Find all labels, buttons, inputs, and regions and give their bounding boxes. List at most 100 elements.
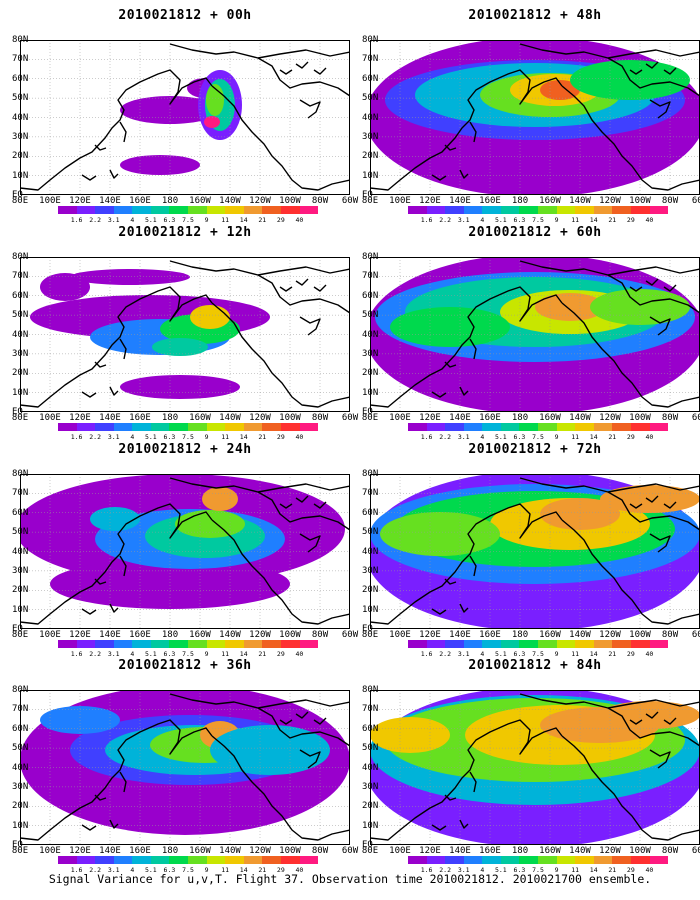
colorbar-swatch [426, 423, 446, 431]
latitude-label: 10N [362, 170, 379, 181]
latitude-label: EQ [362, 190, 373, 200]
latitude-label: 30N [362, 565, 379, 576]
colorbar-swatch [649, 423, 669, 431]
colorbar-swatch [262, 206, 281, 214]
colorbar-label: 6.3 [513, 216, 526, 224]
variance-field [20, 690, 350, 835]
colorbar-swatch [169, 423, 189, 431]
coastlines [20, 693, 350, 841]
colorbar-label: 5.1 [144, 650, 157, 658]
longitude-label: 160E [129, 413, 151, 423]
colorbar-swatch [76, 206, 96, 214]
latitude-label: 10N [362, 820, 379, 831]
longitude-label: 60W [691, 196, 700, 206]
latitude-label: 70N [12, 488, 29, 499]
longitude-labels: 80E 100E 120E 140E 160E 180 160W 140W 120W 100W 80… [8, 630, 359, 640]
colorbar-swatch [113, 856, 133, 864]
panel-title: 2010021812 + 60h [468, 225, 602, 240]
colorbar-swatch [612, 640, 631, 648]
colorbar-label: 21 [258, 866, 267, 874]
longitude-label: 80E [361, 413, 379, 423]
variance-region [590, 289, 690, 325]
colorbar-swatch [95, 856, 114, 864]
variance-field [120, 70, 242, 175]
latitude-label: 60N [12, 507, 29, 518]
colorbar-swatch [482, 206, 501, 214]
latitude-label: 10N [12, 820, 29, 831]
lat-lon-grid [370, 40, 700, 195]
colorbar-labels: 1.6 2.2 3.1 4 5.1 6.3 7.5 9 11 14 21 29 40 [58, 650, 318, 658]
latitude-label: 70N [12, 704, 29, 715]
colorbar-label: 3.1 [457, 433, 470, 441]
colorbar-label: 11 [571, 650, 580, 658]
panel-title: 2010021812 + 24h [118, 442, 252, 457]
latitude-label: 50N [362, 310, 379, 321]
colorbar-label: 2.2 [439, 650, 452, 658]
variance-map [20, 257, 350, 412]
colorbar-swatch [188, 640, 207, 648]
colorbar [58, 856, 319, 864]
colorbar-label: 11 [571, 433, 580, 441]
longitude-label: 120W [249, 846, 271, 856]
colorbar-swatch [188, 423, 207, 431]
latitude-label: EQ [362, 840, 373, 850]
colorbar-label: 4 [130, 216, 135, 224]
longitude-label: 60W [341, 413, 359, 423]
variance-region [40, 273, 90, 301]
colorbar-labels: 1.6 2.2 3.1 4 5.1 6.3 7.5 9 11 14 21 29 40 [408, 433, 668, 441]
forecast-panel: 2010021812 + 84h 80N 70N 60N 50N 40N 30N 20N 10N… [362, 658, 700, 874]
longitude-label: 120W [599, 846, 621, 856]
colorbar-label: 4 [130, 433, 135, 441]
longitude-label: 80W [311, 196, 329, 206]
colorbar-swatch [500, 640, 520, 648]
colorbar-label: 5.1 [494, 866, 507, 874]
colorbar-swatch [593, 640, 613, 648]
longitude-label: 160E [479, 413, 501, 423]
longitude-label: 80W [311, 846, 329, 856]
colorbar-label: 9 [204, 433, 209, 441]
colorbar-swatch [593, 856, 613, 864]
colorbar-swatch [649, 206, 669, 214]
longitude-label: 100E [389, 846, 411, 856]
colorbar-swatch [132, 423, 151, 431]
colorbar-label: 29 [276, 216, 285, 224]
latitude-label: 60N [12, 723, 29, 734]
longitude-label: 140E [449, 196, 471, 206]
colorbar-label: 3.1 [107, 216, 120, 224]
longitude-label: 100W [629, 846, 651, 856]
colorbar-label: 6.3 [513, 433, 526, 441]
latitude-label: 70N [362, 271, 379, 282]
colorbar-swatch [500, 423, 520, 431]
colorbar-label: 14 [239, 433, 248, 441]
colorbar-swatch [76, 640, 96, 648]
colorbar-swatch [150, 640, 170, 648]
colorbar-label: 14 [589, 650, 598, 658]
longitude-label: 80E [11, 413, 29, 423]
colorbar-swatch [299, 423, 319, 431]
colorbar-swatch [188, 856, 207, 864]
variance-region [190, 305, 230, 329]
colorbar [58, 423, 319, 431]
colorbar-swatch [482, 423, 501, 431]
longitude-label: 160W [189, 196, 211, 206]
map-frame [20, 257, 350, 412]
longitude-label: 60W [341, 630, 359, 640]
variance-region [152, 338, 208, 356]
latitude-label: 20N [12, 585, 29, 596]
latitude-label: 60N [362, 723, 379, 734]
coastlines [370, 260, 700, 408]
longitude-label: 140W [569, 630, 591, 640]
variance-region [120, 155, 200, 175]
colorbar [408, 856, 669, 864]
colorbar-swatch [262, 640, 281, 648]
colorbar-swatch [445, 423, 464, 431]
figure-caption: Signal Variance for u,v,T. Flight 37. Ob… [48, 872, 652, 886]
longitude-labels: 80E 100E 120E 140E 160E 180 160W 140W 120W 100W 80… [8, 196, 358, 206]
colorbar-label: 2.2 [439, 216, 452, 224]
longitude-label: 80W [661, 413, 679, 423]
forecast-panel: 2010021812 + 00h 80N 70N 60N 50N 40N 30N 20N 10N… [12, 8, 358, 224]
longitude-label: 180 [511, 846, 529, 856]
colorbar-swatch [58, 206, 77, 214]
colorbar-swatch [538, 640, 557, 648]
colorbar-labels: 1.6 2.2 3.1 4 5.1 6.3 7.5 9 11 14 21 29 40 [58, 216, 318, 224]
